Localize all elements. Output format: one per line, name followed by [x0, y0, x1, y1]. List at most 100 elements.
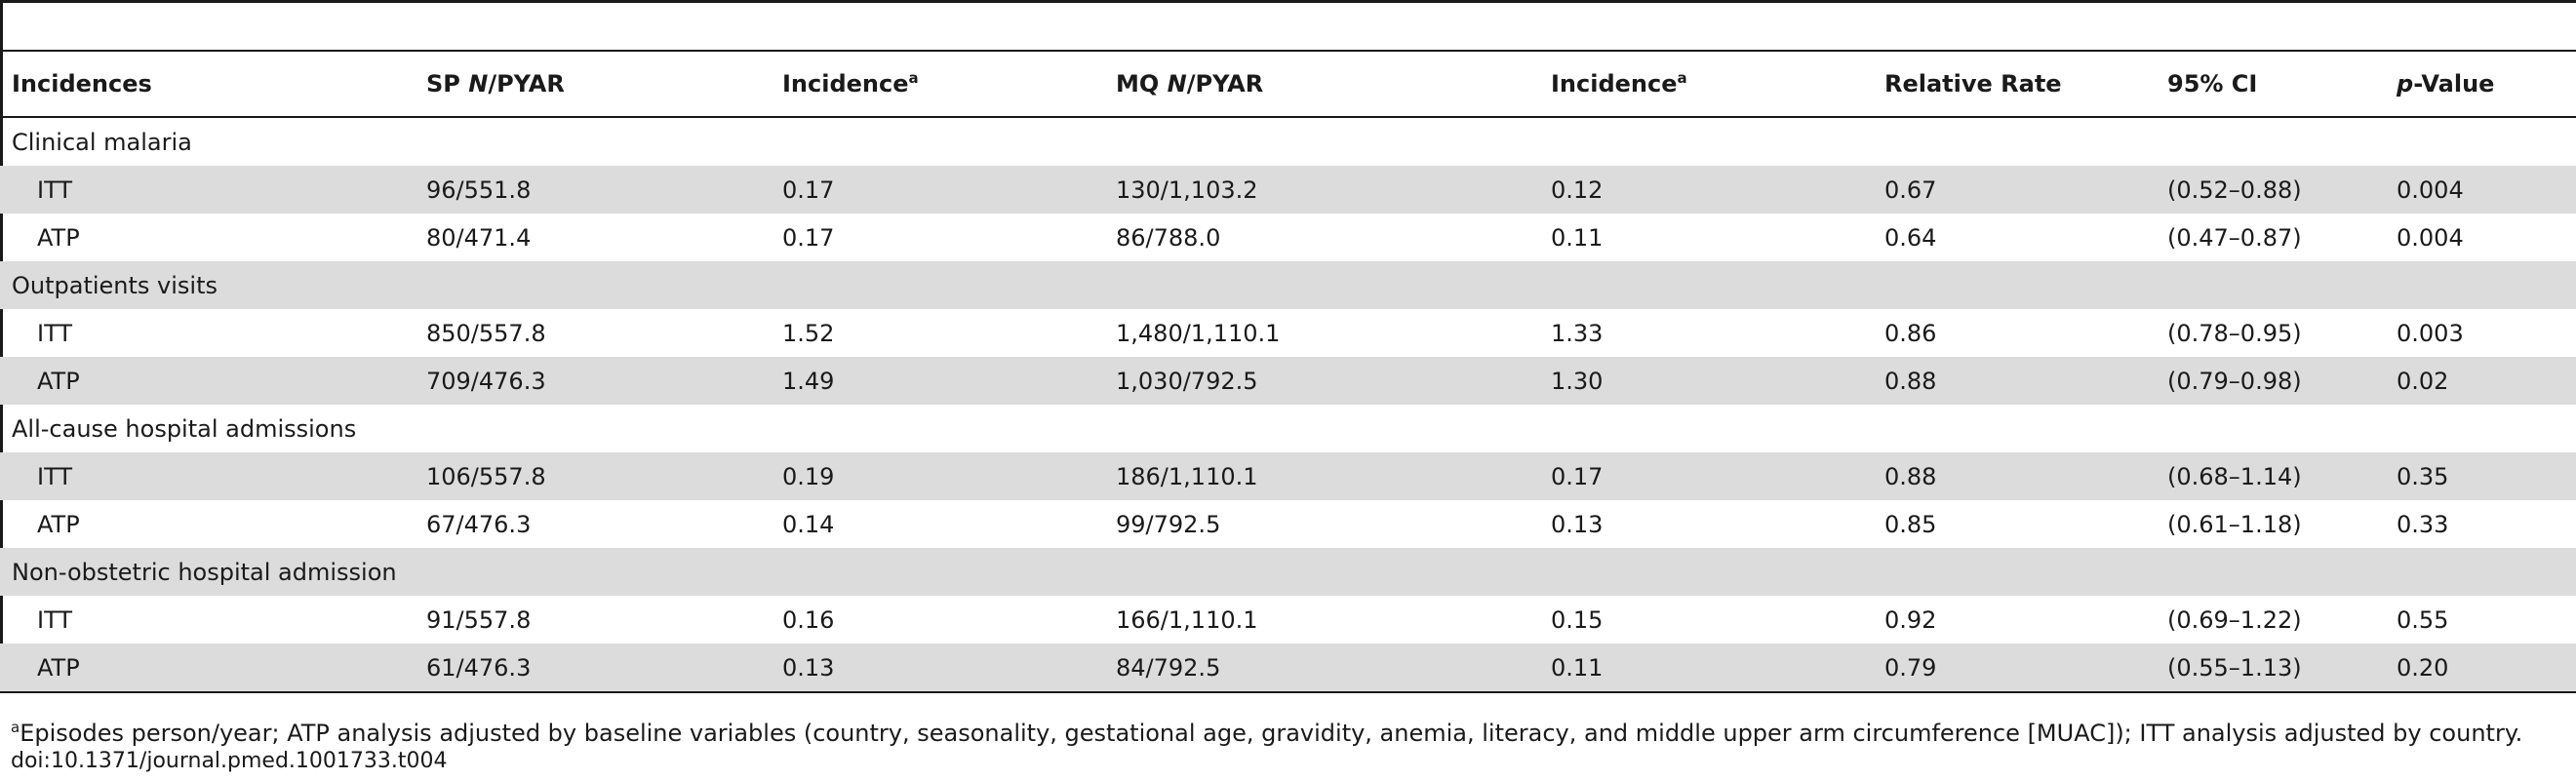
cell-p-value: 0.55 [2397, 605, 2449, 634]
cell-sp-incidence: 0.17 [771, 166, 1104, 214]
header-incidences-label: Incidences [12, 70, 152, 98]
header-incidence-mq-label: Incidence [1551, 70, 1678, 98]
cell-mq-n-pyar: 186/1,110.1 [1104, 452, 1539, 500]
header-incidence-sp: Incidencea [771, 50, 1104, 118]
cell-ci: (0.61–1.18) [2167, 510, 2302, 538]
cell-mq-incidence: 0.11 [1551, 223, 1604, 252]
table-group-row: Clinical malaria [0, 117, 2576, 166]
cell-sp-incidence: 1.49 [771, 357, 1104, 405]
cell-mq-incidence: 0.11 [1539, 644, 1873, 693]
cell-ci: (0.69–1.22) [2167, 605, 2302, 634]
cell-sp-incidence: 0.19 [771, 452, 1104, 500]
table-left-border [0, 0, 3, 692]
cell-ci: (0.68–1.14) [2156, 452, 2385, 500]
cell-analysis: ITT [37, 319, 72, 347]
header-incidence-mq: Incidencea [1539, 50, 1873, 118]
cell-mq-n-pyar: 166/1,110.1 [1116, 605, 1258, 634]
table-row: ITT 106/557.8 0.19 186/1,110.1 0.17 0.88 (0.68… [0, 452, 2576, 500]
footnote-sup: a [11, 719, 20, 736]
header-row: Incidences SP N/PYAR Incidencea MQ N/PYA… [0, 50, 2576, 118]
cell-p-value: 0.004 [2385, 166, 2576, 214]
footnote: aEpisodes person/year; ATP analysis adju… [11, 719, 2522, 748]
table-row: ITT 850/557.8 1.52 1,480/1,110.1 1.33 0.86 (0.… [0, 309, 2576, 357]
table-row: ITT 96/551.8 0.17 130/1,103.2 0.12 0.67 (0.52–… [0, 166, 2576, 214]
header-p-italic: p [2397, 70, 2414, 98]
cell-sp-incidence: 0.13 [771, 644, 1104, 693]
incidence-table: Incidences SP N/PYAR Incidencea MQ N/PYA… [0, 50, 2576, 693]
cell-sp-n-pyar: 96/551.8 [415, 166, 771, 214]
cell-sp-incidence: 1.52 [782, 319, 835, 347]
table-group-row: Outpatients visits [0, 261, 2576, 309]
header-relative-rate-label: Relative Rate [1884, 70, 2062, 98]
header-sp: SP N/PYAR [415, 50, 771, 118]
cell-mq-n-pyar: 99/792.5 [1116, 510, 1221, 538]
header-incidence-sp-label: Incidence [782, 70, 909, 98]
header-mq-n: N [1167, 70, 1187, 98]
cell-mq-n-pyar: 86/788.0 [1116, 223, 1221, 252]
cell-relative-rate: 0.64 [1884, 223, 1937, 252]
header-relative-rate: Relative Rate [1873, 50, 2156, 118]
header-mq-suffix: /PYAR [1186, 70, 1264, 98]
cell-relative-rate: 0.92 [1884, 605, 1937, 634]
cell-analysis: ATP [37, 223, 80, 252]
table-group-row: All-cause hospital admissions [0, 405, 2576, 452]
cell-relative-rate: 0.86 [1884, 319, 1937, 347]
cell-ci: (0.52–0.88) [2156, 166, 2385, 214]
cell-mq-incidence: 0.13 [1551, 510, 1604, 538]
cell-mq-n-pyar: 84/792.5 [1104, 644, 1539, 693]
table-top-border [0, 0, 2576, 3]
table-row: ATP 61/476.3 0.13 84/792.5 0.11 0.79 (0.55–1.1… [0, 644, 2576, 693]
cell-p-value: 0.02 [2385, 357, 2576, 405]
cell-sp-n-pyar: 106/557.8 [415, 452, 771, 500]
cell-mq-incidence: 1.30 [1539, 357, 1873, 405]
header-p-value: p-Value [2385, 50, 2576, 118]
cell-analysis: ITT [0, 166, 415, 214]
cell-sp-n-pyar: 67/476.3 [426, 510, 532, 538]
table-body: Clinical malaria ITT 96/551.8 0.17 130/1,103… [0, 117, 2576, 693]
doi-text: doi:10.1371/journal.pmed.1001733.t004 [11, 749, 448, 773]
cell-p-value: 0.20 [2385, 644, 2576, 693]
cell-sp-incidence: 0.16 [782, 605, 835, 634]
group-label: Non-obstetric hospital admission [0, 548, 2576, 596]
cell-ci: (0.79–0.98) [2156, 357, 2385, 405]
cell-mq-n-pyar: 1,480/1,110.1 [1116, 319, 1281, 347]
table-row: ATP 67/476.3 0.14 99/792.5 0.13 0.85 (0.61–1.1… [0, 500, 2576, 548]
cell-relative-rate: 0.85 [1884, 510, 1937, 538]
header-sp-suffix: /PYAR [488, 70, 565, 98]
header-mq-prefix: MQ [1116, 70, 1168, 98]
cell-ci: (0.47–0.87) [2167, 223, 2302, 252]
cell-mq-n-pyar: 1,030/792.5 [1104, 357, 1539, 405]
table-group-row: Non-obstetric hospital admission [0, 548, 2576, 596]
table-row: ATP 709/476.3 1.49 1,030/792.5 1.30 0.88 (0.79… [0, 357, 2576, 405]
cell-analysis: ITT [37, 605, 72, 634]
cell-sp-n-pyar: 91/557.8 [426, 605, 532, 634]
cell-analysis: ATP [37, 510, 80, 538]
cell-relative-rate: 0.88 [1873, 452, 2156, 500]
cell-ci: (0.55–1.13) [2156, 644, 2385, 693]
group-label: Clinical malaria [12, 128, 192, 156]
header-incidences: Incidences [0, 50, 415, 118]
cell-p-value: 0.004 [2397, 223, 2464, 252]
cell-relative-rate: 0.79 [1873, 644, 2156, 693]
cell-sp-n-pyar: 850/557.8 [426, 319, 546, 347]
cell-mq-incidence: 0.15 [1551, 605, 1604, 634]
footnote-text: Episodes person/year; ATP analysis adjus… [20, 720, 2523, 747]
cell-mq-incidence: 0.17 [1539, 452, 1873, 500]
header-incidence-sp-sup: a [908, 69, 919, 87]
cell-p-value: 0.33 [2397, 510, 2449, 538]
header-ci: 95% CI [2156, 50, 2385, 118]
cell-sp-incidence: 0.17 [782, 223, 835, 252]
cell-sp-incidence: 0.14 [782, 510, 835, 538]
header-ci-label: 95% CI [2167, 70, 2258, 98]
header-p-suffix: -Value [2413, 70, 2495, 98]
cell-sp-n-pyar: 80/471.4 [426, 223, 532, 252]
header-sp-n: N [468, 70, 489, 98]
cell-mq-incidence: 0.12 [1539, 166, 1873, 214]
cell-p-value: 0.003 [2397, 319, 2464, 347]
cell-sp-n-pyar: 61/476.3 [415, 644, 771, 693]
cell-relative-rate: 0.67 [1873, 166, 2156, 214]
group-label: All-cause hospital admissions [12, 414, 357, 443]
cell-mq-n-pyar: 130/1,103.2 [1104, 166, 1539, 214]
cell-analysis: ITT [0, 452, 415, 500]
cell-analysis: ATP [0, 644, 415, 693]
